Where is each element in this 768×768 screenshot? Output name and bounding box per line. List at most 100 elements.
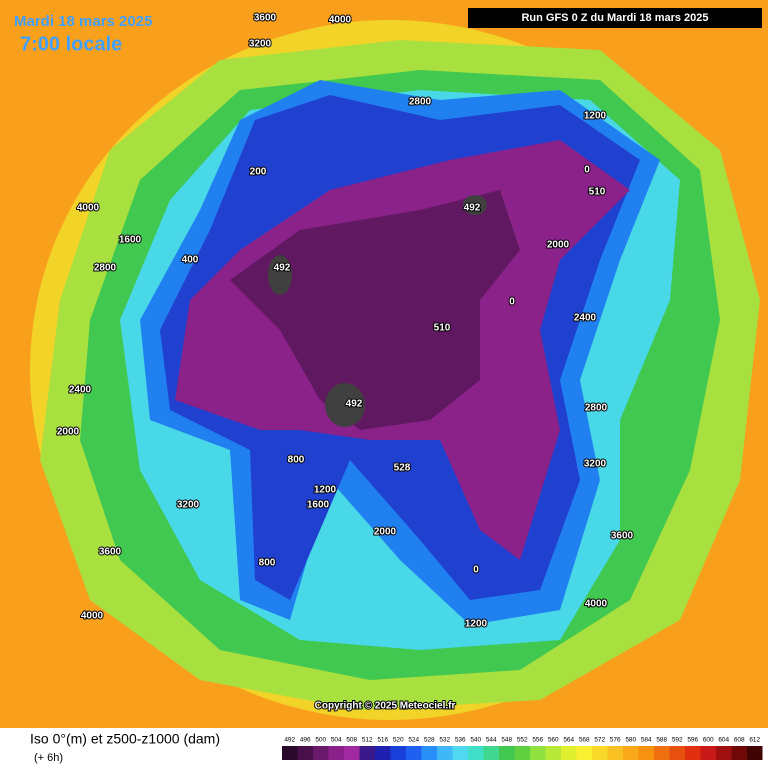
contour-label: 800 xyxy=(259,558,276,569)
scale-label: 576 xyxy=(610,737,621,744)
scale-swatch xyxy=(282,746,298,760)
scale-swatch xyxy=(499,746,515,760)
contour-label: 2800 xyxy=(94,263,117,274)
scale-label: 500 xyxy=(315,737,326,744)
contour-label: 400 xyxy=(182,255,199,266)
scale-label: 504 xyxy=(331,737,342,744)
run-title: Run GFS 0 Z du Mardi 18 mars 2025 xyxy=(521,12,708,24)
time: 7:00 locale xyxy=(20,33,122,55)
scale-swatch xyxy=(421,746,437,760)
date: Mardi 18 mars 2025 xyxy=(14,13,152,30)
footer-title: Iso 0°(m) et z500-z1000 (dam) xyxy=(30,731,220,747)
contour-label: 2800 xyxy=(585,403,608,414)
contour-label: 4000 xyxy=(585,599,608,610)
scale-swatch xyxy=(468,746,484,760)
scale-label: 532 xyxy=(439,737,450,744)
contour-label: 2000 xyxy=(57,427,80,438)
scale-label: 540 xyxy=(470,737,481,744)
contour-label: 3200 xyxy=(584,459,607,470)
core xyxy=(268,255,292,295)
scale-swatch xyxy=(623,746,639,760)
copyright: Copyright © 2025 Meteociel.fr xyxy=(315,701,456,712)
scale-label: 520 xyxy=(393,737,404,744)
scale-label: 564 xyxy=(563,737,574,744)
scale-swatch xyxy=(375,746,391,760)
scale-swatch xyxy=(731,746,747,760)
scale-swatch xyxy=(716,746,732,760)
contour-label: 3600 xyxy=(611,531,634,542)
scale-swatch xyxy=(530,746,546,760)
scale-label: 556 xyxy=(532,737,543,744)
contour-label: 492 xyxy=(274,263,291,274)
contour-label: 3600 xyxy=(254,13,277,24)
contour-label: 1200 xyxy=(314,485,337,496)
scale-swatch xyxy=(437,746,453,760)
scale-swatch xyxy=(406,746,422,760)
contour-label: 200 xyxy=(250,167,267,178)
contour-label: 4000 xyxy=(77,203,100,214)
scale-swatch xyxy=(576,746,592,760)
scale-swatch xyxy=(297,746,313,760)
scale-swatch xyxy=(390,746,406,760)
scale-label: 524 xyxy=(408,737,419,744)
contour-label: 4000 xyxy=(329,15,352,26)
footer-step: (+ 6h) xyxy=(34,752,63,764)
contour-label: 2800 xyxy=(409,97,432,108)
scale-label: 572 xyxy=(594,737,605,744)
contour-label: 0 xyxy=(473,565,479,576)
scale-swatch xyxy=(313,746,329,760)
scale-swatch xyxy=(654,746,670,760)
scale-swatch xyxy=(545,746,561,760)
scale-label: 528 xyxy=(424,737,435,744)
scale-swatch xyxy=(452,746,468,760)
scale-label: 604 xyxy=(718,737,729,744)
scale-swatch xyxy=(607,746,623,760)
contour-label: 528 xyxy=(394,463,411,474)
contour-label: 510 xyxy=(589,187,606,198)
scale-swatch xyxy=(328,746,344,760)
scale-label: 608 xyxy=(734,737,745,744)
band-darkpurple xyxy=(230,190,520,430)
scale-swatch xyxy=(592,746,608,760)
scale-label: 568 xyxy=(579,737,590,744)
scale-swatch xyxy=(638,746,654,760)
scale-swatch xyxy=(344,746,360,760)
core xyxy=(463,195,487,215)
scale-label: 492 xyxy=(284,737,295,744)
contour-label: 510 xyxy=(434,323,451,334)
scale-label: 548 xyxy=(501,737,512,744)
scale-label: 588 xyxy=(656,737,667,744)
scale-label: 508 xyxy=(346,737,357,744)
scale-swatch xyxy=(514,746,530,760)
scale-swatch xyxy=(359,746,375,760)
contour-label: 0 xyxy=(509,297,515,308)
scale-label: 552 xyxy=(517,737,528,744)
contour-label: 492 xyxy=(464,203,481,214)
contour-label: 1600 xyxy=(307,500,330,511)
scale-label: 612 xyxy=(749,737,760,744)
contour-label: 1200 xyxy=(584,111,607,122)
contour-label: 3600 xyxy=(99,547,122,558)
scale-label: 536 xyxy=(455,737,466,744)
contour-label: 492 xyxy=(346,399,363,410)
scale-swatch xyxy=(747,746,763,760)
scale-label: 544 xyxy=(486,737,497,744)
contour-labels: 3600 4000 3200 2800 1200 200 400 1600 2800 4000 24… xyxy=(56,12,635,631)
scale-label: 600 xyxy=(703,737,714,744)
scale-label: 560 xyxy=(548,737,559,744)
scale-swatch xyxy=(561,746,577,760)
contour-label: 4000 xyxy=(81,611,104,622)
scale-label: 516 xyxy=(377,737,388,744)
scale-label: 580 xyxy=(625,737,636,744)
map: Run GFS 0 Z du Mardi 18 mars 2025 Mardi … xyxy=(0,0,768,728)
contour-label: 2400 xyxy=(574,313,597,324)
scale-swatch xyxy=(669,746,685,760)
contour-label: 3200 xyxy=(249,39,272,50)
scale-label: 496 xyxy=(300,737,311,744)
scale-label: 592 xyxy=(672,737,683,744)
core xyxy=(325,383,365,427)
contour-label: 1200 xyxy=(465,619,488,630)
scale-label: 584 xyxy=(641,737,652,744)
contour-label: 1600 xyxy=(119,235,142,246)
